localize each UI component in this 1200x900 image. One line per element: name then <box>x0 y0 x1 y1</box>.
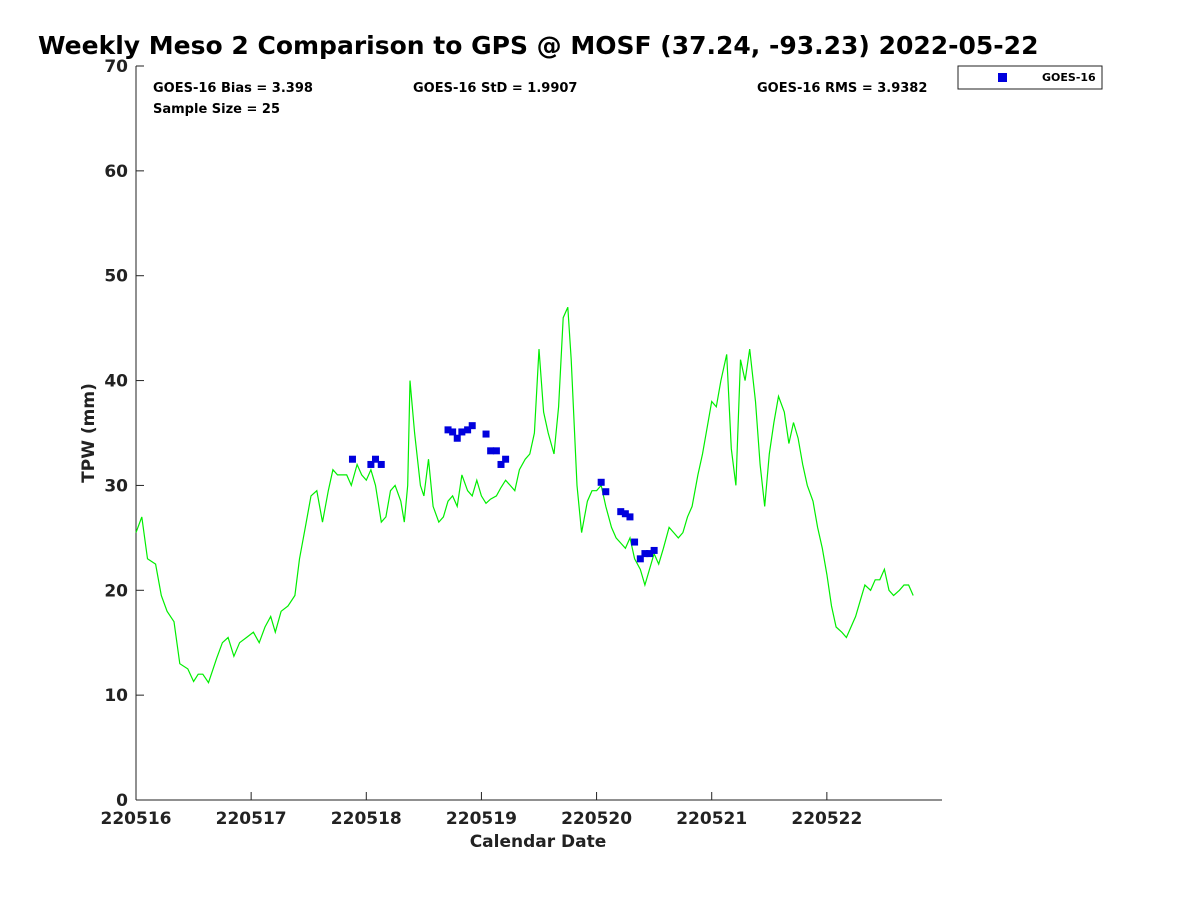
chart-title: Weekly Meso 2 Comparison to GPS @ MOSF (… <box>38 31 1038 60</box>
y-tick-label: 30 <box>104 476 128 496</box>
bias-stat: GOES-16 Bias = 3.398 <box>153 81 313 96</box>
x-tick-label: 220520 <box>561 809 632 829</box>
goes16-point <box>602 488 610 496</box>
y-tick-label: 0 <box>116 791 128 811</box>
x-tick-label: 220516 <box>101 809 172 829</box>
goes16-point <box>449 428 457 436</box>
y-tick-label: 60 <box>104 162 128 182</box>
sample-size-stat: Sample Size = 25 <box>153 102 280 117</box>
goes16-point <box>597 478 605 486</box>
x-tick-label: 220517 <box>216 809 287 829</box>
goes16-point <box>444 426 452 434</box>
goes16-point <box>492 447 500 455</box>
x-ticks: 220516 220517 220518 220519 220520 220521 2205… <box>101 792 862 829</box>
goes16-point <box>348 455 356 463</box>
y-axis-label: TPW (mm) <box>79 383 99 483</box>
goes16-point <box>621 510 629 518</box>
x-tick-label: 220519 <box>446 809 517 829</box>
legend: GOES-16 <box>957 65 1103 90</box>
goes16-point <box>367 460 375 468</box>
goes16-point <box>487 447 495 455</box>
plot-area: 0 10 20 30 40 50 60 70 220516 220517 220518 220519… <box>101 57 942 829</box>
x-tick-label: 220518 <box>331 809 402 829</box>
goes16-point <box>631 538 639 546</box>
x-axis-label: Calendar Date <box>470 832 607 852</box>
y-tick-label: 70 <box>104 57 128 77</box>
x-tick-label: 220521 <box>676 809 747 829</box>
goes16-point <box>502 455 510 463</box>
goes16-point <box>641 550 649 558</box>
goes16-point <box>377 460 385 468</box>
stats-block: GOES-16 Bias = 3.398 GOES-16 StD = 1.990… <box>153 81 927 117</box>
y-tick-label: 10 <box>104 686 128 706</box>
goes16-point <box>646 550 654 558</box>
rms-stat: GOES-16 RMS = 3.9382 <box>757 81 927 96</box>
y-tick-label: 20 <box>104 581 128 601</box>
y-tick-label: 50 <box>104 267 128 287</box>
goes16-point <box>464 426 472 434</box>
goes16-point <box>650 546 658 554</box>
y-tick-label: 40 <box>104 372 128 392</box>
goes16-point <box>371 455 379 463</box>
goes16-point <box>617 508 625 516</box>
legend-box <box>957 65 1103 90</box>
std-stat: GOES-16 StD = 1.9907 <box>413 81 577 96</box>
gps-tpw-line <box>135 306 914 684</box>
goes16-point <box>458 428 466 436</box>
goes16-point <box>468 422 476 430</box>
legend-label-goes16: GOES-16 <box>1042 71 1096 84</box>
series-layer <box>135 306 914 684</box>
goes16-point <box>453 434 461 442</box>
goes16-point <box>497 460 505 468</box>
x-tick-label: 220522 <box>791 809 862 829</box>
goes16-point <box>626 513 634 521</box>
y-ticks: 0 10 20 30 40 50 60 70 <box>104 57 144 811</box>
goes16-point <box>482 430 490 438</box>
legend-marker-goes16 <box>998 73 1007 82</box>
goes16-point <box>636 555 644 563</box>
